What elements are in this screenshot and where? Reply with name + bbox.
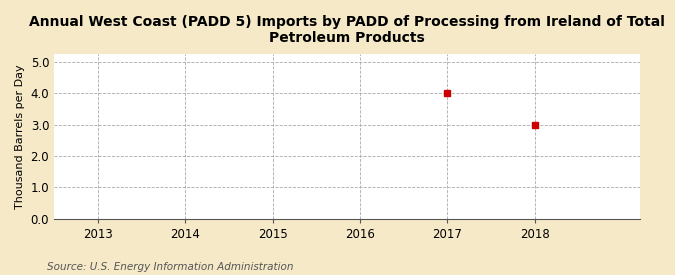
Text: Source: U.S. Energy Information Administration: Source: U.S. Energy Information Administ… <box>47 262 294 272</box>
Y-axis label: Thousand Barrels per Day: Thousand Barrels per Day <box>15 64 25 209</box>
Title: Annual West Coast (PADD 5) Imports by PADD of Processing from Ireland of Total P: Annual West Coast (PADD 5) Imports by PA… <box>29 15 665 45</box>
